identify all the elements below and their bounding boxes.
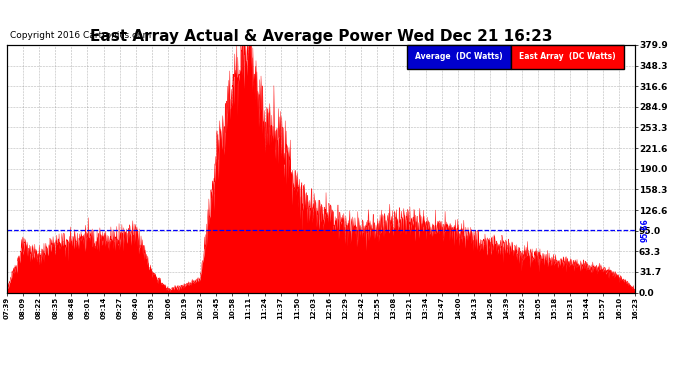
Text: 95.66: 95.66 xyxy=(641,218,650,242)
Title: East Array Actual & Average Power Wed Dec 21 16:23: East Array Actual & Average Power Wed De… xyxy=(90,29,552,44)
Text: East Array  (DC Watts): East Array (DC Watts) xyxy=(519,53,616,61)
Text: Copyright 2016 Cartronics.com: Copyright 2016 Cartronics.com xyxy=(10,32,151,40)
Text: Average  (DC Watts): Average (DC Watts) xyxy=(415,53,503,61)
